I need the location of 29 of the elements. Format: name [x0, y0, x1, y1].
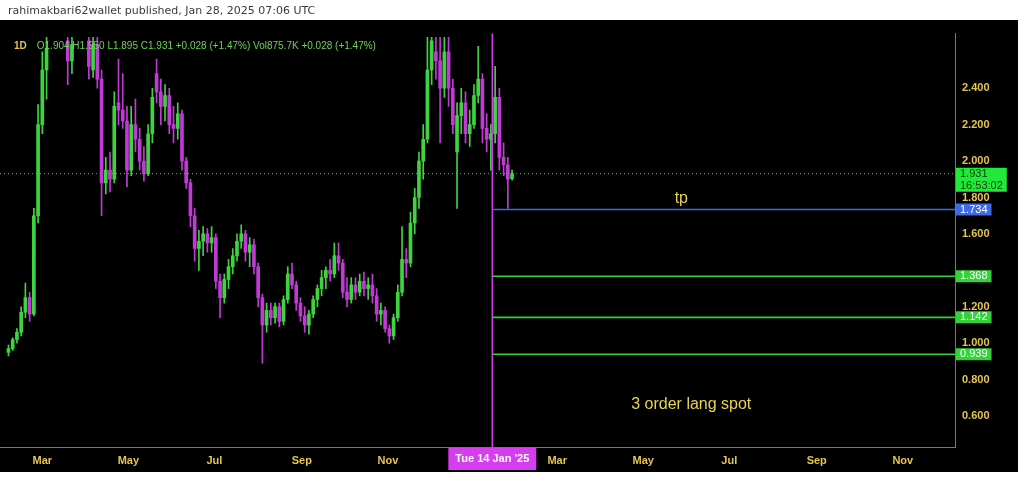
text: 1D [14, 40, 27, 52]
y-tick-label: 2.000 [962, 154, 990, 167]
y-tick-label: 1.800 [962, 190, 990, 203]
x-tick-label: Nov [377, 453, 400, 466]
y-tick-label: 1.600 [962, 226, 990, 239]
annotation: 3 order lang spot [631, 394, 752, 412]
ref-line-label: 0.939 [960, 347, 988, 360]
x-tick-label: Jul [721, 453, 738, 466]
annotation: tp [674, 188, 689, 206]
x-tick-label: Mar [32, 453, 53, 466]
y-tick-label: 0.800 [962, 372, 990, 385]
y-tick-label: 0.600 [962, 409, 990, 422]
ref-line-label: 1.142 [960, 310, 988, 323]
x-tick-label: Sep [806, 453, 828, 466]
x-tick-label: May [117, 453, 140, 466]
ref-line-label: Tue 14 Jan '25 [455, 452, 530, 465]
y-tick-label: 2.200 [962, 117, 990, 130]
x-tick-label: Mar [547, 453, 568, 466]
x-tick-label: Sep [291, 453, 313, 466]
ref-line-label: 1.734 [960, 202, 988, 215]
text: rahimakbari62wallet published, Jan 28, 2025 07:06 UTC [8, 4, 316, 17]
ref-line-label: 1.368 [960, 269, 988, 282]
x-tick-label: May [632, 453, 655, 466]
y-tick-label: 1.000 [962, 336, 990, 349]
x-tick-label: Jul [206, 453, 223, 466]
y-tick-label: 1.200 [962, 299, 990, 312]
y-tick-label: 2.400 [962, 81, 990, 94]
x-tick-label: Nov [892, 453, 915, 466]
ref-line-label: 1.931 16:53:02 [960, 166, 1003, 191]
